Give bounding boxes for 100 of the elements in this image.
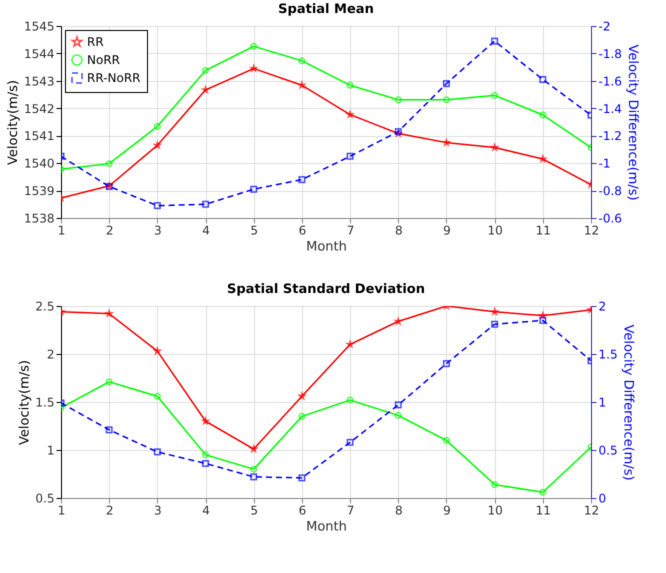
y-tick-label: 0.5 [35,492,54,506]
y2-tick-label: 2 [598,300,606,314]
point [394,412,402,419]
point [539,316,546,324]
x-tick-label: 5 [250,504,258,518]
point [250,186,258,193]
x-tick-label: 3 [154,224,162,238]
y2-tick-label: 0.5 [598,444,618,458]
point [394,96,402,104]
x-tick-label: 11 [536,504,551,518]
y-tick-label: 1.5 [35,396,54,410]
point [539,488,546,496]
x-tick-label: 4 [202,504,210,518]
y-tick-label: 1541 [24,129,54,144]
x-tick-label: 2 [106,504,114,518]
x-tick-label: 4 [202,224,210,238]
point [154,202,161,210]
point [442,96,450,104]
y-tick-label: 1544 [24,46,54,61]
point [539,111,546,118]
point [346,438,354,446]
y2-tick-label: -1 [598,156,610,171]
y-tick-label: 2 [46,348,54,362]
x-tick-label: 7 [346,504,354,518]
x-tick-label: 6 [298,224,306,238]
chart-title: Spatial Mean [278,2,374,17]
y-axis-title: Velocity(m/s) [6,80,21,165]
point [202,451,210,458]
point [442,436,450,444]
chart-title: Spatial Standard Deviation [227,282,425,297]
point [298,412,306,420]
y2-tick-label: -1.2 [598,129,622,144]
y-tick-label: 2.5 [35,300,54,314]
x-tick-label: 12 [584,504,600,518]
point [442,80,450,88]
point [298,176,306,184]
x-tick-label: 11 [536,224,551,238]
y2-tick-label: 1.5 [598,348,618,362]
point [346,152,354,160]
y2-tick-label: 0 [598,492,606,506]
point [491,320,498,328]
x-tick-label: 7 [346,224,354,238]
point [346,396,354,404]
point [154,392,161,400]
x-tick-label: 3 [154,504,162,518]
x-tick-label: 1 [58,224,66,238]
legend-label: RR-NoRR [87,71,141,85]
x-tick-label: 8 [394,504,403,518]
point [298,57,306,64]
x-tick-label: 6 [298,504,306,518]
x-tick-label: 5 [250,224,258,238]
y2-tick-label: -0.6 [598,212,622,226]
point [202,200,210,208]
y2-axis-title: Velocity Difference(m/s) [624,44,640,201]
x-tick-label: 1 [58,504,66,518]
x-tick-label: 2 [106,224,114,238]
legend-label: NoRR [87,53,120,67]
y2-tick-label: -1.4 [598,102,622,116]
x-tick-label: 10 [487,224,503,238]
x-tick-label: 12 [584,224,600,238]
x-tick-label: 9 [443,224,451,238]
x-tick-label: 10 [487,504,503,518]
y2-tick-label: -2 [598,20,610,34]
point [202,66,210,74]
x-axis-title: Month [306,520,347,534]
y2-tick-label: -1.8 [598,46,622,61]
point [491,38,498,45]
point [346,82,354,89]
y-tick-label: 1539 [24,184,54,198]
point [106,378,113,386]
x-tick-label: 8 [394,224,403,238]
point [250,42,258,50]
point [154,122,161,130]
y-tick-label: 1542 [24,102,54,116]
point [250,466,258,473]
y2-tick-label: 1 [598,396,606,410]
y-tick-label: 1545 [24,20,54,34]
point [394,128,402,136]
y-tick-label: 1 [46,444,54,458]
y-axis-title: Velocity(m/s) [17,360,32,445]
y-tick-label: 1540 [24,156,54,171]
point [298,474,306,482]
point [491,481,498,488]
point [154,448,161,456]
x-tick-label: 9 [443,504,451,518]
legend-label: RR [87,35,104,49]
x-axis-title: Month [306,240,347,254]
point [250,473,258,480]
point [442,360,450,368]
point [491,92,498,99]
y-tick-label: 1543 [24,74,54,88]
y2-tick-label: -1.6 [598,74,622,88]
y-tick-label: 1538 [24,212,54,226]
point [106,426,113,434]
point [539,76,546,83]
point [394,401,402,408]
point [106,160,113,168]
point [202,460,210,467]
y2-axis-title: Velocity Difference(m/s) [620,324,636,481]
y2-tick-label: -0.8 [598,184,622,198]
